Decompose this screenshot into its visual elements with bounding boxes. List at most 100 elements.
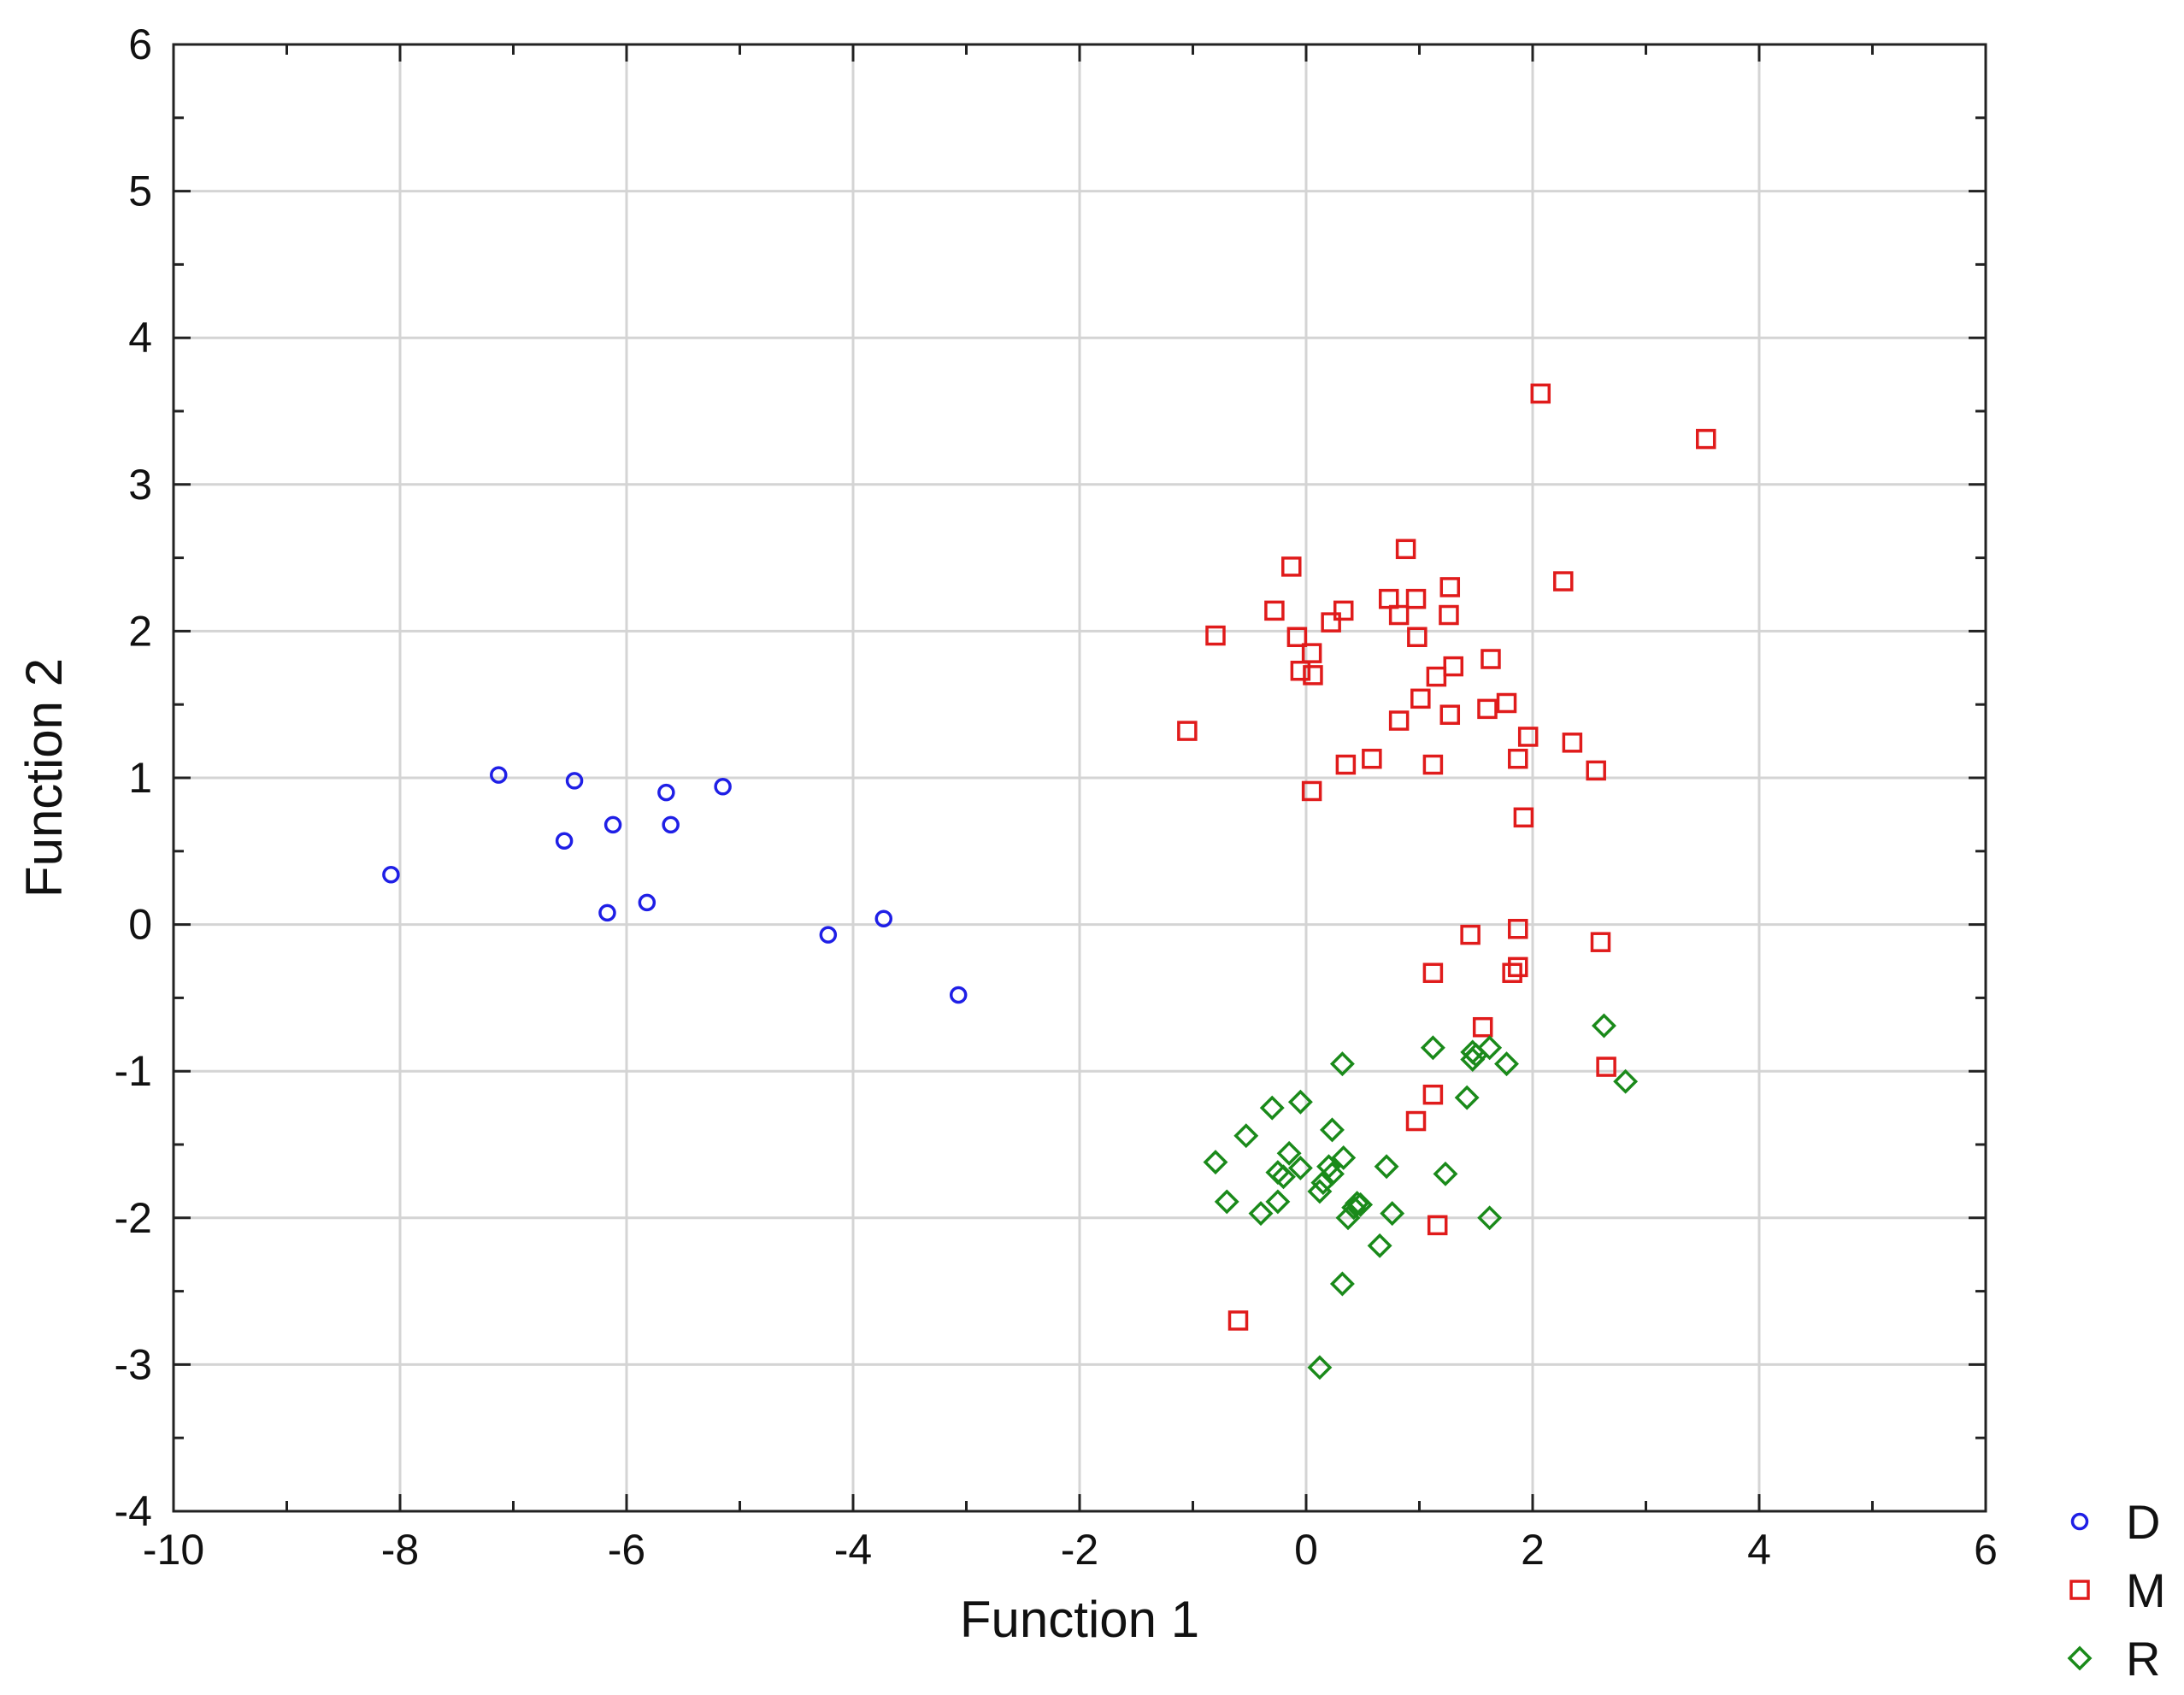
point-M xyxy=(1508,918,1528,939)
y-tick-label: -2 xyxy=(115,1194,152,1242)
point-R xyxy=(1310,1170,1336,1196)
point-M xyxy=(1553,571,1574,591)
point-M xyxy=(1477,698,1498,720)
point-M xyxy=(1695,428,1716,450)
x-axis-title: Function 1 xyxy=(960,1591,1199,1648)
point-D xyxy=(490,766,508,784)
point-M xyxy=(1502,962,1522,983)
point-M xyxy=(1426,666,1447,687)
series-M xyxy=(1177,383,1716,1331)
x-tick-label: 6 xyxy=(1974,1526,1998,1574)
point-M xyxy=(1303,665,1323,686)
point-D xyxy=(657,783,675,802)
point-M xyxy=(1405,1110,1427,1132)
point-M xyxy=(1388,710,1410,731)
point-M xyxy=(1439,577,1461,597)
point-R xyxy=(1433,1161,1458,1186)
point-M xyxy=(1388,604,1410,626)
legend-label-D: D xyxy=(2126,1495,2160,1549)
point-D xyxy=(603,815,622,834)
x-tick-label: -8 xyxy=(381,1526,419,1574)
y-tick-label: 2 xyxy=(128,607,152,655)
point-M xyxy=(1410,688,1431,709)
legend-item-R: R xyxy=(2067,1632,2160,1686)
legend: DMR xyxy=(2067,1495,2166,1686)
point-M xyxy=(1460,924,1481,945)
point-M xyxy=(1378,588,1399,609)
point-R xyxy=(1348,1192,1374,1217)
point-D xyxy=(638,893,656,912)
point-M xyxy=(1227,1310,1249,1331)
point-R xyxy=(1329,1271,1355,1297)
point-M xyxy=(1496,692,1517,714)
point-R xyxy=(1233,1123,1259,1149)
point-R xyxy=(1276,1140,1302,1166)
legend-label-R: R xyxy=(2126,1632,2160,1686)
point-M xyxy=(1422,962,1444,983)
legend-marker-R xyxy=(2067,1645,2093,1671)
point-D xyxy=(714,778,732,796)
point-R xyxy=(1214,1189,1239,1215)
point-M xyxy=(1530,383,1551,404)
gridlines xyxy=(174,44,1986,1511)
x-tick-label: -2 xyxy=(1061,1526,1098,1574)
series-D xyxy=(382,766,968,1004)
legend-item-M: M xyxy=(2069,1563,2166,1617)
point-M xyxy=(1562,733,1583,753)
x-tick-labels: -10 -8 -6 -4 -2 0 2 4 6 xyxy=(143,1526,1998,1574)
point-M xyxy=(1513,807,1534,828)
point-M xyxy=(1301,643,1322,663)
point-R xyxy=(1287,1089,1313,1115)
point-M xyxy=(1407,627,1428,648)
point-D xyxy=(565,772,584,790)
point-M xyxy=(1590,932,1611,952)
point-M xyxy=(1422,754,1444,775)
point-M xyxy=(1596,1056,1616,1077)
y-tick-label: 6 xyxy=(128,21,152,68)
legend-marker-D xyxy=(2070,1512,2089,1531)
x-tick-label: -10 xyxy=(143,1526,204,1574)
point-M xyxy=(1335,754,1357,775)
point-R xyxy=(1331,1145,1357,1170)
point-R xyxy=(1494,1051,1519,1077)
series-R xyxy=(1203,1013,1639,1380)
x-tick-label: 0 xyxy=(1294,1526,1318,1574)
point-R xyxy=(1477,1205,1503,1231)
point-D xyxy=(382,866,400,884)
x-tick-label: 4 xyxy=(1747,1526,1771,1574)
y-axis-title: Function 2 xyxy=(15,658,73,898)
point-M xyxy=(1321,612,1341,633)
point-M xyxy=(1439,604,1459,626)
legend-label-M: M xyxy=(2126,1563,2166,1617)
point-M xyxy=(1286,627,1308,648)
tick-marks xyxy=(172,43,1987,1513)
point-M xyxy=(1508,748,1528,769)
data-points xyxy=(382,383,1716,1380)
point-R xyxy=(1329,1051,1355,1077)
point-M xyxy=(1264,600,1285,621)
point-M xyxy=(1301,780,1322,802)
y-tick-label: 4 xyxy=(128,314,152,362)
y-tick-label: -4 xyxy=(115,1487,152,1535)
point-R xyxy=(1287,1155,1313,1180)
point-R xyxy=(1320,1117,1345,1143)
y-tick-label: -3 xyxy=(115,1340,152,1388)
point-R xyxy=(1335,1205,1361,1231)
y-tick-label: 1 xyxy=(128,754,152,802)
legend-marker-M xyxy=(2069,1580,2090,1600)
point-M xyxy=(1205,625,1226,646)
point-M xyxy=(1422,1084,1444,1105)
point-M xyxy=(1177,721,1198,741)
point-M xyxy=(1333,600,1354,621)
point-M xyxy=(1586,760,1606,781)
point-R xyxy=(1203,1150,1228,1175)
x-tick-label: 2 xyxy=(1521,1526,1545,1574)
point-M xyxy=(1443,656,1463,677)
point-R xyxy=(1341,1195,1367,1221)
point-M xyxy=(1439,704,1461,725)
y-tick-label: 0 xyxy=(128,901,152,949)
point-R xyxy=(1460,1046,1486,1072)
x-tick-label: -6 xyxy=(608,1526,645,1574)
